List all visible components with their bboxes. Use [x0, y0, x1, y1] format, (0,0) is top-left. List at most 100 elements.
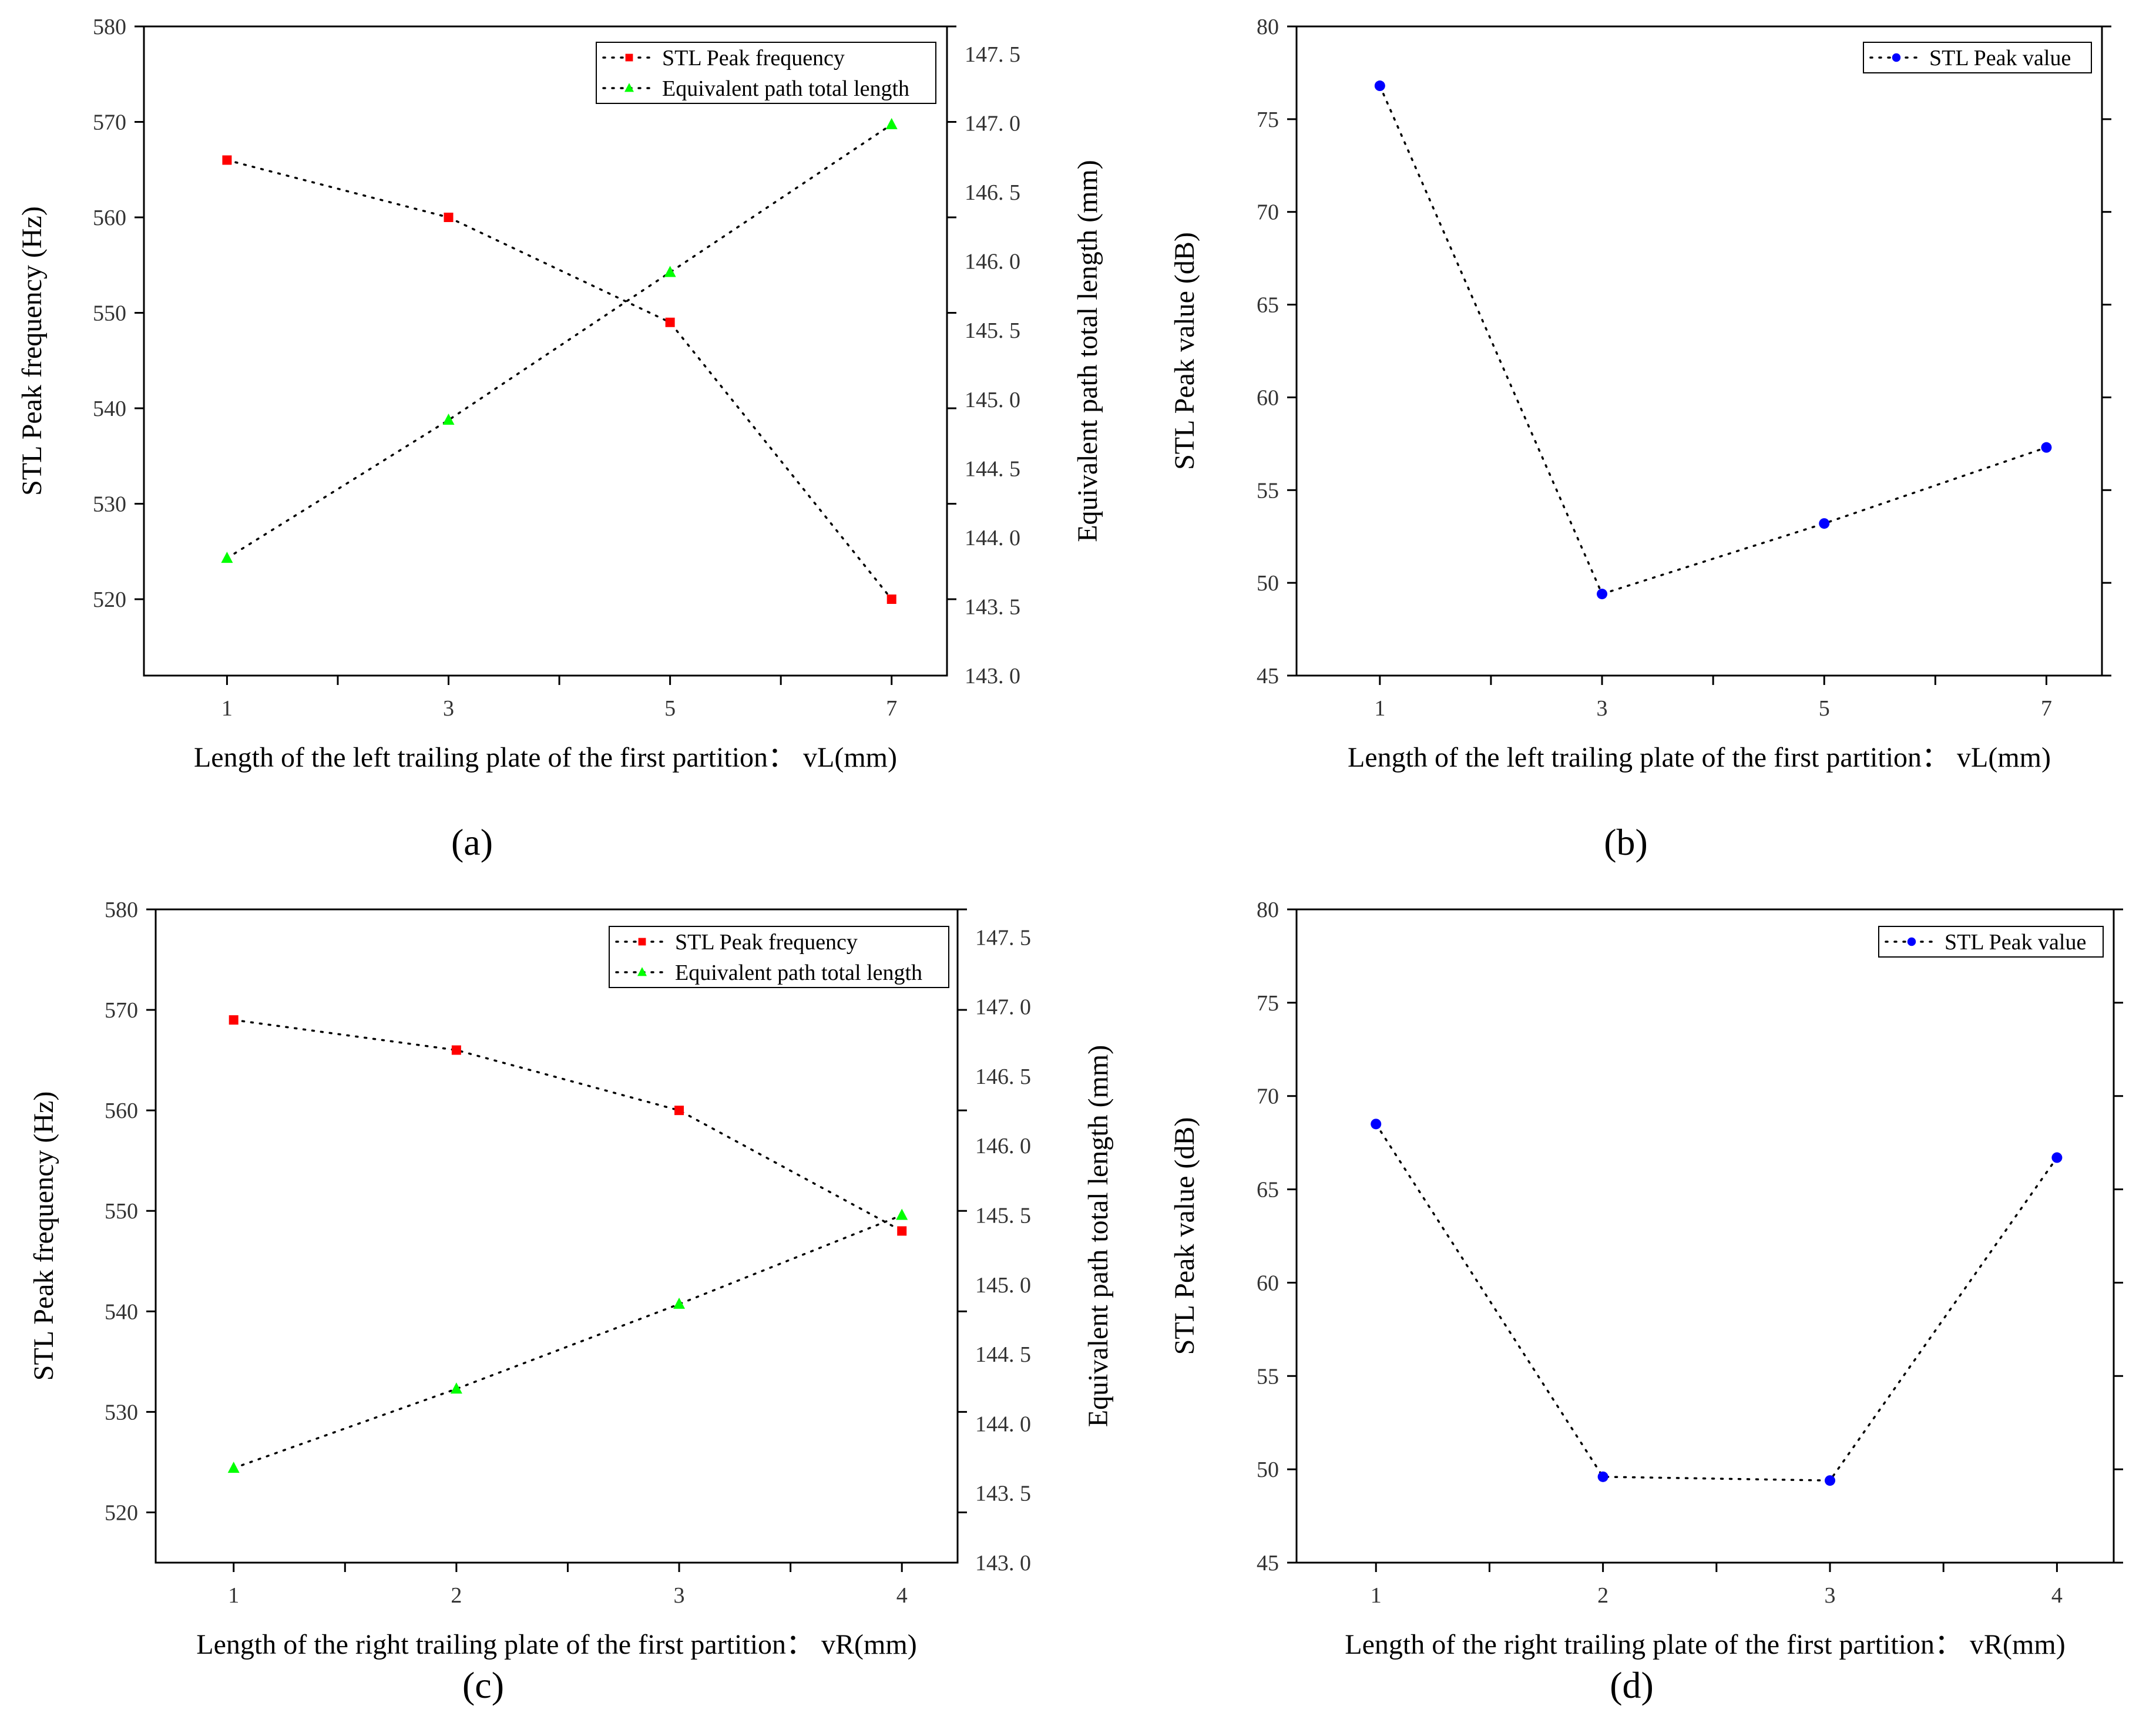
chart-c-series-line-2 [232, 1214, 903, 1469]
chart-b-y-tick-label: 60 [1257, 385, 1279, 410]
chart-c-y-tick-label: 520 [105, 1500, 138, 1525]
chart-a-y-tick-label: 560 [93, 206, 126, 230]
chart-a-y2-axis-title: Equivalent path total length (mm) [1072, 160, 1103, 542]
chart-b-y-tick-label: 50 [1257, 571, 1279, 596]
chart-d-y-tick-label: 70 [1257, 1084, 1279, 1109]
chart-a-y-axis-title: STL Peak frequency (Hz) [16, 206, 48, 496]
chart-d-y-tick-label: 45 [1257, 1551, 1279, 1576]
chart-b-legend-label: STL Peak value [1929, 46, 2071, 70]
chart-c-x-tick-label: 4 [896, 1583, 908, 1608]
chart-a-data-point [886, 595, 896, 604]
chart-d-x-tick-label: 4 [2051, 1583, 2063, 1608]
chart-d-y-tick-label: 55 [1257, 1364, 1279, 1389]
chart-a-x-axis-title: Length of the left trailing plate of the… [194, 742, 897, 773]
chart-a-y-tick-label: 530 [93, 492, 126, 517]
chart-d-y-tick-label: 60 [1257, 1271, 1279, 1295]
chart-b-y-tick-label: 80 [1257, 15, 1279, 39]
chart-a-series-line-2 [226, 123, 893, 559]
chart-a-y2-tick-label: 146. 0 [965, 250, 1020, 274]
chart-a-legend-label: STL Peak frequency [662, 46, 845, 70]
chart-a-y2-tick-label: 144. 0 [965, 526, 1020, 550]
chart-c-legend-label: STL Peak frequency [675, 930, 858, 955]
chart-a-y2-tick-label: 143. 0 [965, 664, 1020, 689]
chart-a-y2-tick-label: 147. 0 [965, 112, 1020, 136]
chart-c-y-tick-label: 540 [105, 1299, 138, 1324]
chart-c-y2-tick-label: 146. 5 [975, 1064, 1031, 1089]
chart-d-y-tick-label: 65 [1257, 1178, 1279, 1203]
chart-c-x-axis-title: Length of the right trailing plate of th… [196, 1629, 916, 1660]
chart-a-y2-tick-label: 144. 5 [965, 456, 1020, 481]
chart-a-data-point [665, 317, 675, 327]
chart-c-y2-tick-label: 146. 0 [975, 1134, 1031, 1158]
chart-d-plot-frame [1295, 908, 2115, 1564]
chart-b-y-tick-label: 45 [1257, 664, 1279, 689]
chart-c-legend-label: Equivalent path total length [675, 960, 922, 985]
chart-b-x-tick-label: 5 [1819, 696, 1830, 721]
chart-a-data-point [222, 155, 232, 165]
chart-d-panel-label: (d) [1610, 1664, 1654, 1706]
chart-a-legend-marker [624, 83, 634, 92]
chart-a-series-line-1 [226, 159, 893, 600]
chart-a: 1 3 5 7 520 530 540 550 560 570 580 143. 0 143. 5 144… [16, 15, 1103, 863]
chart-c-y2-tick-label: 144. 0 [975, 1412, 1031, 1436]
chart-d-legend-marker [1907, 937, 1916, 946]
chart-c-y2-tick-label: 145. 5 [975, 1204, 1031, 1228]
chart-a-x-tick-label: 7 [886, 696, 897, 721]
chart-b-data-point [1374, 80, 1385, 92]
chart-c-data-point [451, 1045, 461, 1055]
chart-b: 1 3 5 7 45 50 55 60 65 70 75 80 STL Peak value (dB) L… [1169, 15, 2111, 863]
chart-c: 1 2 3 4 520 530 540 550 560 570 580 143. 0 143. 5 144… [28, 898, 1114, 1706]
chart-c-y-tick-label: 570 [105, 998, 138, 1023]
chart-a-data-point [444, 213, 454, 222]
chart-d-x-axis-title: Length of the right trailing plate of th… [1345, 1629, 2065, 1660]
chart-d-data-point [2051, 1152, 2063, 1163]
chart-c-panel-label: (c) [462, 1664, 504, 1706]
chart-c-y-axis-title: STL Peak frequency (Hz) [28, 1091, 59, 1381]
chart-c-legend-box [609, 926, 949, 988]
chart-d-x-tick-label: 2 [1597, 1583, 1608, 1608]
chart-a-y-tick-label: 580 [93, 15, 126, 39]
chart-d-legend-box [1878, 926, 2104, 958]
chart-a-data-point [221, 552, 233, 563]
chart-a-data-point [885, 117, 898, 129]
chart-c-y2-axis-title: Equivalent path total length (mm) [1083, 1045, 1114, 1428]
chart-b-data-point [1819, 518, 1830, 529]
chart-c-y2-tick-label: 143. 5 [975, 1482, 1031, 1506]
chart-c-data-point [227, 1462, 240, 1473]
chart-b-y-tick-label: 55 [1257, 478, 1279, 503]
chart-a-legend-box [596, 42, 936, 104]
chart-a-y2-tick-label: 145. 0 [965, 388, 1020, 412]
chart-c-y-tick-label: 560 [105, 1099, 138, 1123]
chart-b-panel-label: (b) [1604, 821, 1648, 863]
chart-b-y-tick-label: 75 [1257, 108, 1279, 132]
chart-c-x-tick-label: 2 [451, 1583, 462, 1608]
chart-c-data-point [897, 1226, 907, 1236]
chart-d-x-tick-label: 3 [1825, 1583, 1836, 1608]
chart-a-y2-tick-label: 145. 5 [965, 318, 1020, 343]
chart-b-x-tick-label: 1 [1374, 696, 1385, 721]
chart-a-y-tick-label: 520 [93, 587, 126, 612]
chart-c-data-point [896, 1208, 908, 1220]
chart-b-data-point [1597, 589, 1608, 600]
chart-b-y-axis-title: STL Peak value (dB) [1169, 232, 1200, 470]
chart-b-x-axis-title: Length of the left trailing plate of the… [1348, 742, 2051, 773]
chart-a-x-tick-label: 1 [221, 696, 233, 721]
chart-c-plot-frame [155, 908, 959, 1564]
chart-b-plot-frame [1295, 25, 2103, 677]
chart-b-x-tick-label: 7 [2041, 696, 2052, 721]
chart-d-y-tick-label: 80 [1257, 898, 1279, 922]
chart-b-x-tick-label: 3 [1597, 696, 1608, 721]
chart-d-data-point [1597, 1471, 1608, 1482]
chart-a-y2-tick-label: 146. 5 [965, 180, 1020, 205]
chart-d-y-axis-title: STL Peak value (dB) [1169, 1117, 1200, 1355]
chart-d: 1 2 3 4 45 50 55 60 65 70 75 80 STL Peak value (dB) L… [1169, 898, 2123, 1706]
chart-c-y2-tick-label: 145. 0 [975, 1273, 1031, 1298]
chart-d-x-tick-label: 1 [1371, 1583, 1382, 1608]
chart-b-legend-marker [1892, 53, 1901, 62]
chart-a-plot-frame [143, 25, 948, 677]
chart-c-series-line-1 [232, 1019, 903, 1232]
chart-c-y2-tick-label: 147. 0 [975, 995, 1031, 1020]
chart-c-data-point [450, 1382, 462, 1394]
chart-c-data-point [674, 1106, 684, 1116]
chart-d-data-point [1371, 1119, 1382, 1130]
